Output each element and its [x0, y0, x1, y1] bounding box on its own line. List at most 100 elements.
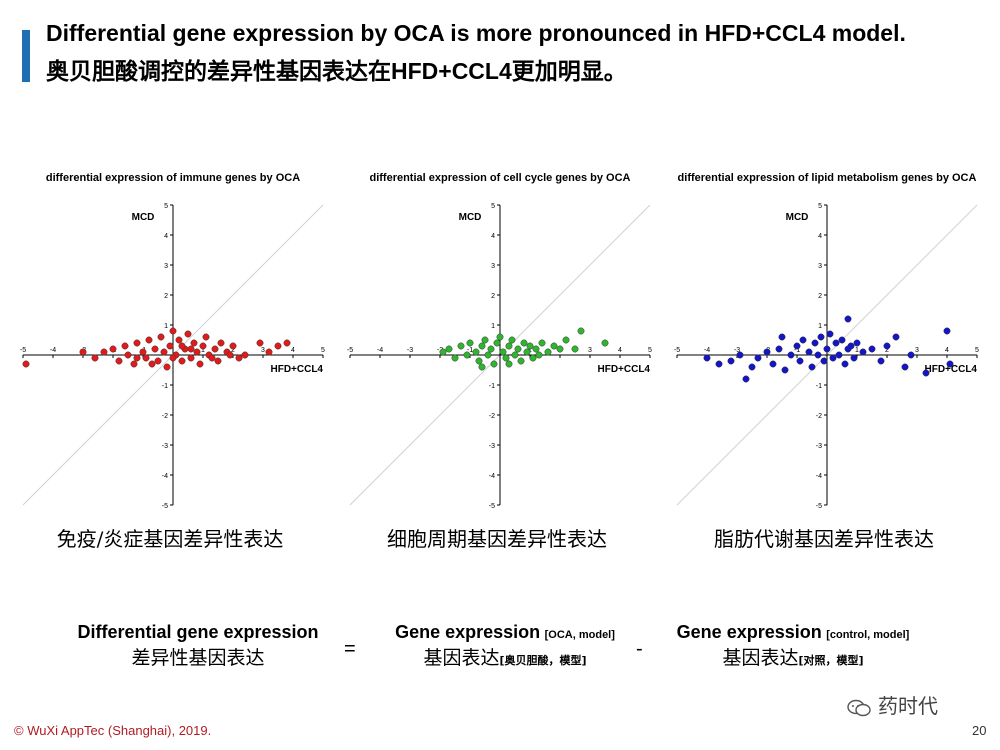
data-point — [22, 360, 30, 368]
term1-sub-zh: [奥贝胆酸，模型] — [499, 654, 587, 667]
data-point — [808, 363, 816, 371]
y-tick-label: -4 — [489, 473, 495, 480]
data-point — [727, 357, 735, 365]
data-point — [535, 351, 543, 359]
data-point — [241, 351, 249, 359]
data-point — [526, 342, 534, 350]
x-axis-label: HFD+CCL4 — [597, 364, 650, 375]
data-point — [178, 357, 186, 365]
y-axis-label: MCD — [459, 212, 482, 223]
data-point — [202, 333, 210, 341]
y-tick-label: 5 — [818, 203, 822, 210]
data-point — [226, 351, 234, 359]
data-point — [817, 333, 825, 341]
wechat-icon — [846, 698, 872, 718]
chart-immune: differential expression of immune genes … — [8, 160, 338, 510]
y-tick-label: 4 — [491, 233, 495, 240]
data-point — [787, 351, 795, 359]
copyright: © WuXi AppTec (Shanghai), 2019. — [14, 723, 212, 738]
x-tick-label: 3 — [588, 347, 592, 354]
data-point — [187, 354, 195, 362]
term1-sub-en: [OCA, model] — [544, 629, 615, 641]
page-number: 20 — [972, 723, 987, 738]
y-tick-label: 3 — [164, 263, 168, 270]
data-point — [877, 357, 885, 365]
data-point — [793, 342, 801, 350]
data-point — [505, 360, 513, 368]
x-tick-label: 1 — [201, 347, 205, 354]
data-point — [145, 336, 153, 344]
watermark-text: 药时代 — [878, 696, 938, 718]
data-point — [109, 345, 117, 353]
data-point — [124, 351, 132, 359]
y-tick-label: -5 — [816, 503, 822, 510]
data-point — [265, 348, 273, 356]
data-point — [439, 348, 447, 356]
data-point — [769, 360, 777, 368]
x-tick-label: -4 — [704, 347, 710, 354]
data-point — [577, 327, 585, 335]
data-point — [481, 336, 489, 344]
data-point — [445, 345, 453, 353]
data-point — [943, 327, 951, 335]
y-tick-label: -3 — [489, 443, 495, 450]
data-point — [508, 336, 516, 344]
data-point — [946, 360, 954, 368]
x-tick-label: -5 — [674, 347, 680, 354]
y-axis-label: MCD — [132, 212, 155, 223]
data-point — [139, 348, 147, 356]
data-point — [190, 339, 198, 347]
data-point — [514, 345, 522, 353]
data-point — [763, 348, 771, 356]
x-tick-label: 4 — [618, 347, 622, 354]
x-tick-label: -4 — [377, 347, 383, 354]
x-tick-label: 3 — [915, 347, 919, 354]
data-point — [907, 351, 915, 359]
data-point — [475, 357, 483, 365]
data-point — [169, 354, 177, 362]
data-point — [499, 348, 507, 356]
page-subtitle-zh: 奥贝胆酸调控的差异性基因表达在HFD+CCL4更加明显。 — [46, 58, 627, 84]
y-tick-label: -1 — [489, 383, 495, 390]
formula-lhs-en: Differential gene expression — [77, 622, 319, 642]
data-point — [178, 342, 186, 350]
data-point — [523, 348, 531, 356]
data-point — [571, 345, 579, 353]
chart-svg: differential expression of lipid metabol… — [674, 172, 979, 510]
data-point — [196, 360, 204, 368]
x-tick-label: 4 — [945, 347, 949, 354]
x-tick-label: 5 — [975, 347, 979, 354]
data-point — [814, 351, 822, 359]
chart-title: differential expression of cell cycle ge… — [369, 172, 630, 184]
data-point — [853, 339, 861, 347]
data-point — [601, 339, 609, 347]
data-point — [214, 357, 222, 365]
data-point — [742, 375, 750, 383]
data-point — [490, 360, 498, 368]
data-point — [493, 339, 501, 347]
y-tick-label: 4 — [818, 233, 822, 240]
formula-lhs: Differential gene expression 差异性基因表达 — [68, 622, 328, 670]
data-point — [466, 339, 474, 347]
caption-immune: 免疫/炎症基因差异性表达 — [56, 527, 284, 551]
data-point — [478, 342, 486, 350]
data-point — [160, 348, 168, 356]
formula-lhs-zh: 差异性基因表达 — [131, 647, 265, 669]
x-tick-label: 3 — [261, 347, 265, 354]
caption-lipid: 脂肪代谢基因差异性表达 — [714, 527, 934, 551]
term2-zh: 基因表达 — [722, 647, 799, 669]
data-point — [229, 342, 237, 350]
data-point — [505, 342, 513, 350]
data-point — [121, 342, 129, 350]
data-point — [496, 333, 504, 341]
y-tick-label: 5 — [164, 203, 168, 210]
data-point — [130, 360, 138, 368]
data-point — [775, 345, 783, 353]
x-axis-label: HFD+CCL4 — [270, 364, 323, 375]
data-point — [133, 339, 141, 347]
data-point — [274, 342, 282, 350]
chart-lipid: differential expression of lipid metabol… — [662, 160, 992, 510]
data-point — [847, 342, 855, 350]
data-point — [841, 360, 849, 368]
data-point — [799, 336, 807, 344]
